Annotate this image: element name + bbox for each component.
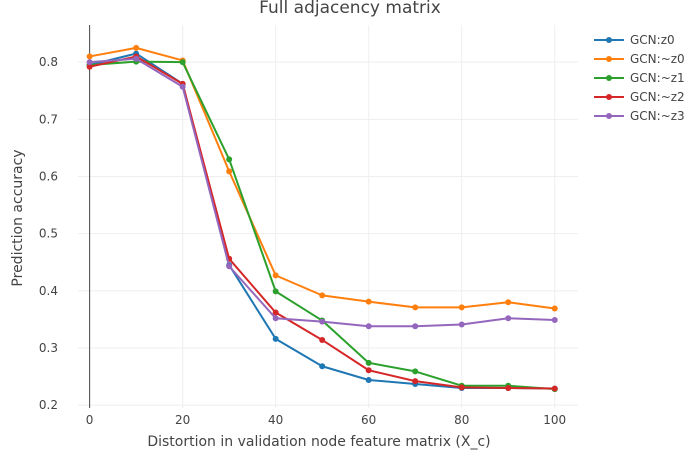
data-point[interactable]: [412, 368, 419, 375]
legend-swatch-marker: [606, 94, 612, 100]
data-point[interactable]: [505, 299, 512, 306]
data-point[interactable]: [226, 263, 233, 270]
gridlines: [78, 25, 578, 408]
data-point[interactable]: [365, 376, 372, 383]
data-point[interactable]: [458, 384, 465, 391]
data-point[interactable]: [412, 323, 419, 330]
data-point[interactable]: [272, 272, 279, 279]
data-point[interactable]: [319, 292, 326, 299]
legend-item[interactable]: GCN:z0: [594, 33, 675, 47]
data-point[interactable]: [86, 63, 93, 70]
data-point[interactable]: [365, 359, 372, 366]
data-point[interactable]: [365, 298, 372, 305]
legend-item[interactable]: GCN:~z1: [594, 71, 685, 85]
legend-label: GCN:z0: [630, 33, 675, 47]
x-tick-label: 0: [86, 413, 94, 427]
series-GCN:~z3: [86, 55, 558, 330]
data-point[interactable]: [458, 321, 465, 328]
y-tick-label: 0.5: [39, 227, 58, 241]
legend-item[interactable]: GCN:~z2: [594, 90, 685, 104]
x-tick-label: 60: [361, 413, 376, 427]
data-point[interactable]: [319, 318, 326, 325]
y-tick-label: 0.8: [39, 55, 58, 69]
legend-swatch-marker: [606, 113, 612, 119]
legend-swatch-marker: [606, 56, 612, 62]
x-tick-label: 40: [268, 413, 283, 427]
series-line: [89, 57, 555, 328]
data-point[interactable]: [319, 363, 326, 370]
data-point[interactable]: [551, 316, 558, 323]
series-line: [89, 46, 555, 310]
data-point[interactable]: [272, 309, 279, 316]
chart-title: Full adjacency matrix: [259, 0, 441, 18]
data-point[interactable]: [365, 323, 372, 330]
legend-label: GCN:~z1: [630, 71, 685, 85]
y-axis-title: Prediction accuracy: [10, 149, 26, 286]
legend-swatch-marker: [606, 37, 612, 43]
data-point[interactable]: [458, 304, 465, 311]
x-tick-label: 100: [543, 413, 566, 427]
data-point[interactable]: [86, 59, 93, 66]
y-tick-label: 0.6: [39, 169, 58, 183]
y-tick-label: 0.2: [39, 398, 58, 412]
series-GCN:~z2: [86, 53, 558, 392]
legend-label: GCN:~z3: [630, 109, 685, 123]
x-tick-label: 20: [175, 413, 190, 427]
y-tick-label: 0.3: [39, 341, 58, 355]
data-point[interactable]: [179, 59, 186, 66]
data-point[interactable]: [412, 304, 419, 311]
data-point[interactable]: [272, 288, 279, 295]
data-point[interactable]: [272, 315, 279, 322]
data-point[interactable]: [226, 168, 233, 175]
legend-label: GCN:~z0: [630, 52, 685, 66]
series-GCN:~z0: [86, 44, 558, 312]
legend-item[interactable]: GCN:~z3: [594, 109, 685, 123]
legend[interactable]: GCN:z0 GCN:~z0 GCN:~z1 GCN:~z2 GCN:~z3: [594, 33, 685, 123]
data-point[interactable]: [505, 315, 512, 322]
axes: 0.2 0.3 0.4 0.5 0.6 0.7 0.8 0 20 40 60 80 100: [39, 25, 566, 427]
x-axis-title: Distortion in validation node feature ma…: [147, 434, 490, 450]
data-point[interactable]: [505, 384, 512, 391]
data-point[interactable]: [551, 305, 558, 312]
data-point[interactable]: [365, 367, 372, 374]
legend-swatch-marker: [606, 75, 612, 81]
data-point[interactable]: [133, 44, 140, 51]
legend-item[interactable]: GCN:~z0: [594, 52, 685, 66]
data-point[interactable]: [412, 378, 419, 385]
y-tick-label: 0.4: [39, 284, 58, 298]
data-point[interactable]: [133, 55, 140, 62]
data-point[interactable]: [319, 336, 326, 343]
data-point[interactable]: [86, 53, 93, 60]
x-tick-label: 80: [454, 413, 469, 427]
y-tick-label: 0.7: [39, 112, 58, 126]
legend-label: GCN:~z2: [630, 90, 685, 104]
data-point[interactable]: [179, 83, 186, 90]
data-point[interactable]: [551, 385, 558, 392]
data-point[interactable]: [226, 156, 233, 163]
data-point[interactable]: [272, 335, 279, 342]
plot-area: [86, 44, 558, 393]
